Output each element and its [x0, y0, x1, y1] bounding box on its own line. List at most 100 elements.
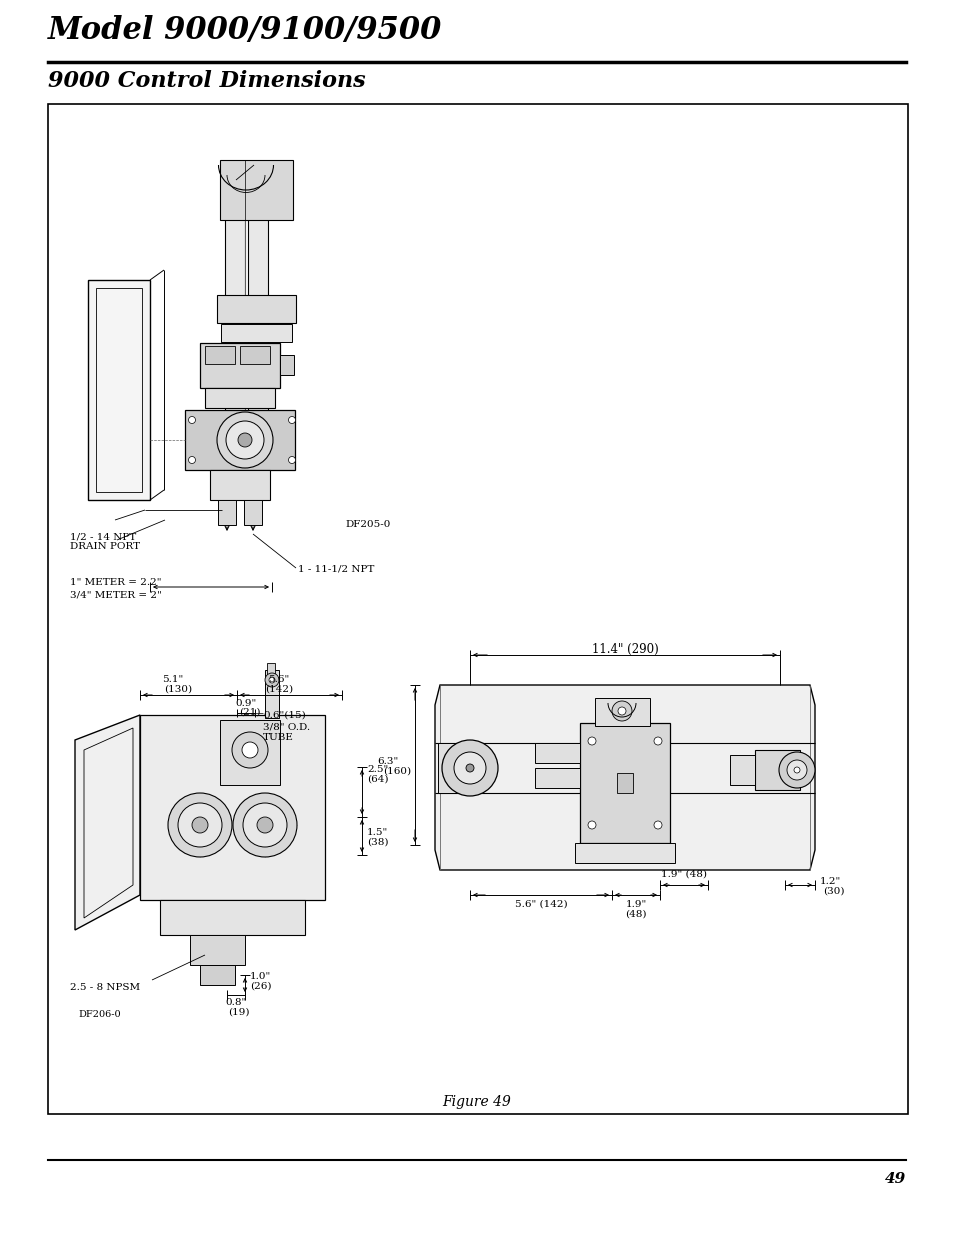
- Text: (38): (38): [367, 839, 388, 847]
- Text: DF206-0: DF206-0: [78, 1010, 120, 1019]
- Bar: [185, 410, 294, 471]
- Text: 11.4" (290): 11.4" (290): [591, 643, 658, 656]
- Circle shape: [192, 818, 208, 832]
- Circle shape: [587, 821, 596, 829]
- Text: 3/4" METER = 2": 3/4" METER = 2": [70, 590, 162, 599]
- Circle shape: [168, 793, 232, 857]
- Circle shape: [216, 412, 273, 468]
- Circle shape: [288, 457, 295, 463]
- Text: (48): (48): [624, 910, 646, 919]
- Circle shape: [178, 803, 222, 847]
- Text: (142): (142): [265, 685, 293, 694]
- Bar: [220, 161, 293, 220]
- Bar: [140, 715, 325, 900]
- Text: TUBE: TUBE: [263, 734, 294, 742]
- Circle shape: [265, 673, 278, 687]
- Bar: [200, 965, 234, 986]
- Polygon shape: [75, 715, 140, 930]
- Circle shape: [269, 677, 274, 683]
- Text: 0.9": 0.9": [234, 699, 256, 708]
- Bar: [280, 354, 294, 375]
- Bar: [595, 698, 649, 726]
- Bar: [210, 471, 270, 500]
- Circle shape: [786, 760, 806, 781]
- Text: Figure 49: Figure 49: [442, 1095, 511, 1109]
- Bar: [437, 743, 468, 793]
- Circle shape: [779, 752, 814, 788]
- Text: 1/2 - 14 NPT
DRAIN PORT: 1/2 - 14 NPT DRAIN PORT: [70, 532, 140, 551]
- Text: DF205-0: DF205-0: [345, 520, 390, 529]
- Circle shape: [243, 803, 287, 847]
- Circle shape: [793, 767, 800, 773]
- Bar: [190, 935, 245, 965]
- Text: 1.9": 1.9": [625, 900, 646, 909]
- Bar: [205, 388, 274, 408]
- Bar: [160, 900, 305, 935]
- Bar: [220, 720, 280, 785]
- Bar: [216, 295, 295, 324]
- Bar: [617, 773, 633, 793]
- Circle shape: [618, 706, 625, 715]
- Text: 49: 49: [883, 1172, 905, 1186]
- Bar: [240, 346, 270, 364]
- Bar: [244, 500, 262, 525]
- Circle shape: [465, 764, 474, 772]
- Circle shape: [612, 701, 631, 721]
- Text: 5.6" (142): 5.6" (142): [515, 900, 567, 909]
- Text: 3/8" O.D.: 3/8" O.D.: [263, 722, 310, 732]
- Circle shape: [226, 421, 264, 459]
- Bar: [48, 104, 907, 1114]
- Circle shape: [654, 737, 661, 745]
- Circle shape: [237, 433, 252, 447]
- Circle shape: [233, 793, 296, 857]
- Bar: [575, 844, 675, 863]
- Bar: [88, 280, 150, 500]
- Text: 1.0": 1.0": [250, 972, 271, 981]
- Text: 0.6"(15): 0.6"(15): [263, 711, 305, 720]
- Circle shape: [654, 821, 661, 829]
- Text: (160): (160): [382, 767, 411, 776]
- Bar: [265, 671, 278, 718]
- Circle shape: [587, 737, 596, 745]
- Bar: [267, 663, 274, 676]
- Bar: [225, 215, 245, 490]
- Circle shape: [256, 818, 273, 832]
- Bar: [754, 750, 800, 790]
- Text: 6.3": 6.3": [376, 757, 397, 766]
- Text: 2.5": 2.5": [367, 764, 388, 774]
- Polygon shape: [435, 685, 814, 869]
- Text: 1.9" (48): 1.9" (48): [660, 869, 706, 879]
- Text: 1 - 11-1/2 NPT: 1 - 11-1/2 NPT: [297, 564, 374, 574]
- Bar: [218, 500, 235, 525]
- Text: (19): (19): [228, 1008, 250, 1016]
- Text: 5.1": 5.1": [162, 676, 183, 684]
- Circle shape: [288, 416, 295, 424]
- Text: 9000 Control Dimensions: 9000 Control Dimensions: [48, 70, 365, 91]
- Bar: [579, 722, 669, 844]
- Text: 1.2": 1.2": [820, 877, 841, 885]
- Text: (30): (30): [822, 887, 843, 897]
- Circle shape: [242, 742, 257, 758]
- Text: (130): (130): [164, 685, 192, 694]
- Text: 1.5": 1.5": [367, 827, 388, 837]
- Bar: [205, 346, 234, 364]
- Circle shape: [441, 740, 497, 797]
- Text: (21): (21): [239, 708, 260, 718]
- Bar: [729, 755, 754, 785]
- Circle shape: [189, 416, 195, 424]
- Text: 5.6": 5.6": [268, 676, 290, 684]
- Bar: [96, 288, 142, 492]
- Circle shape: [232, 732, 268, 768]
- Text: 1" METER = 2.2": 1" METER = 2.2": [70, 578, 161, 587]
- Bar: [248, 215, 268, 490]
- Bar: [221, 324, 292, 342]
- Bar: [535, 743, 579, 763]
- Text: Model 9000/9100/9500: Model 9000/9100/9500: [48, 15, 442, 46]
- Text: 0.8": 0.8": [225, 998, 246, 1007]
- Bar: [200, 343, 280, 388]
- Bar: [535, 768, 579, 788]
- Text: (26): (26): [250, 982, 272, 990]
- Circle shape: [454, 752, 485, 784]
- Text: 2.5 - 8 NPSM: 2.5 - 8 NPSM: [70, 983, 140, 992]
- Text: (64): (64): [367, 776, 388, 784]
